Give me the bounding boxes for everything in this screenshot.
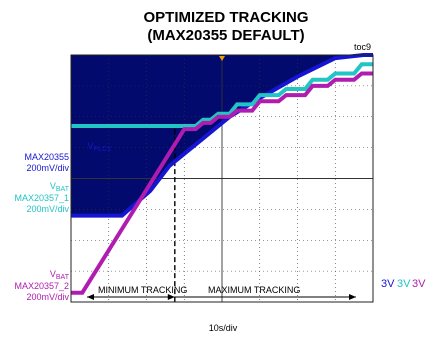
tracking-arrows: [87, 294, 356, 300]
channel-scale-vplc1: 200mV/div: [26, 163, 69, 173]
channel-name-vbat1: VBAT: [50, 181, 70, 193]
series-line-vbat-max20357-2: [71, 71, 373, 295]
channel-label-vbat2: VBAT MAX20357_2 200mV/div: [14, 269, 69, 302]
channel-name-vplc1: VPLC1: [87, 141, 111, 153]
channel-device-vplc1: MAX20355: [24, 152, 69, 162]
series-line-vbat-max20357-1: [71, 62, 373, 128]
offset-vbat2: 3V: [412, 278, 426, 290]
min-tracking-label: MINIMUM TRACKING: [98, 285, 187, 295]
channel-scale-vbat1: 200mV/div: [26, 204, 69, 214]
x-axis-label: 10s/div: [209, 323, 238, 333]
chart-title-line1: OPTIMIZED TRACKING: [144, 9, 309, 26]
offset-vplc1: 3V: [381, 278, 395, 290]
channel-name-vbat2: VBAT: [50, 269, 70, 281]
channel-device-vbat2: MAX20357_2: [14, 281, 69, 291]
min-tracking-arrowhead-right-icon: [167, 294, 175, 300]
chart-title-line2: (MAX20355 DEFAULT): [147, 27, 304, 44]
grid: [71, 55, 373, 302]
min-tracking-arrowhead-left-icon: [87, 294, 94, 300]
figure-tag: toc9: [354, 42, 371, 52]
channel-scale-vbat2: 200mV/div: [26, 292, 69, 302]
channel-label-vbat1: VBAT MAX20357_1 200mV/div: [14, 181, 69, 214]
channel-offsets: 3V 3V 3V: [381, 278, 426, 290]
trigger-marker-icon: [219, 56, 225, 61]
max-tracking-label: MAXIMUM TRACKING: [208, 285, 300, 295]
channel-device-vbat1: MAX20357_1: [14, 193, 69, 203]
plot-area: [70, 53, 374, 303]
offset-vbat1: 3V: [397, 278, 411, 290]
plot-frame: [70, 54, 374, 303]
max-tracking-arrowhead-right-icon: [349, 294, 356, 300]
channel-label-vplc1: VPLC1 MAX20355 200mV/div: [24, 141, 111, 173]
